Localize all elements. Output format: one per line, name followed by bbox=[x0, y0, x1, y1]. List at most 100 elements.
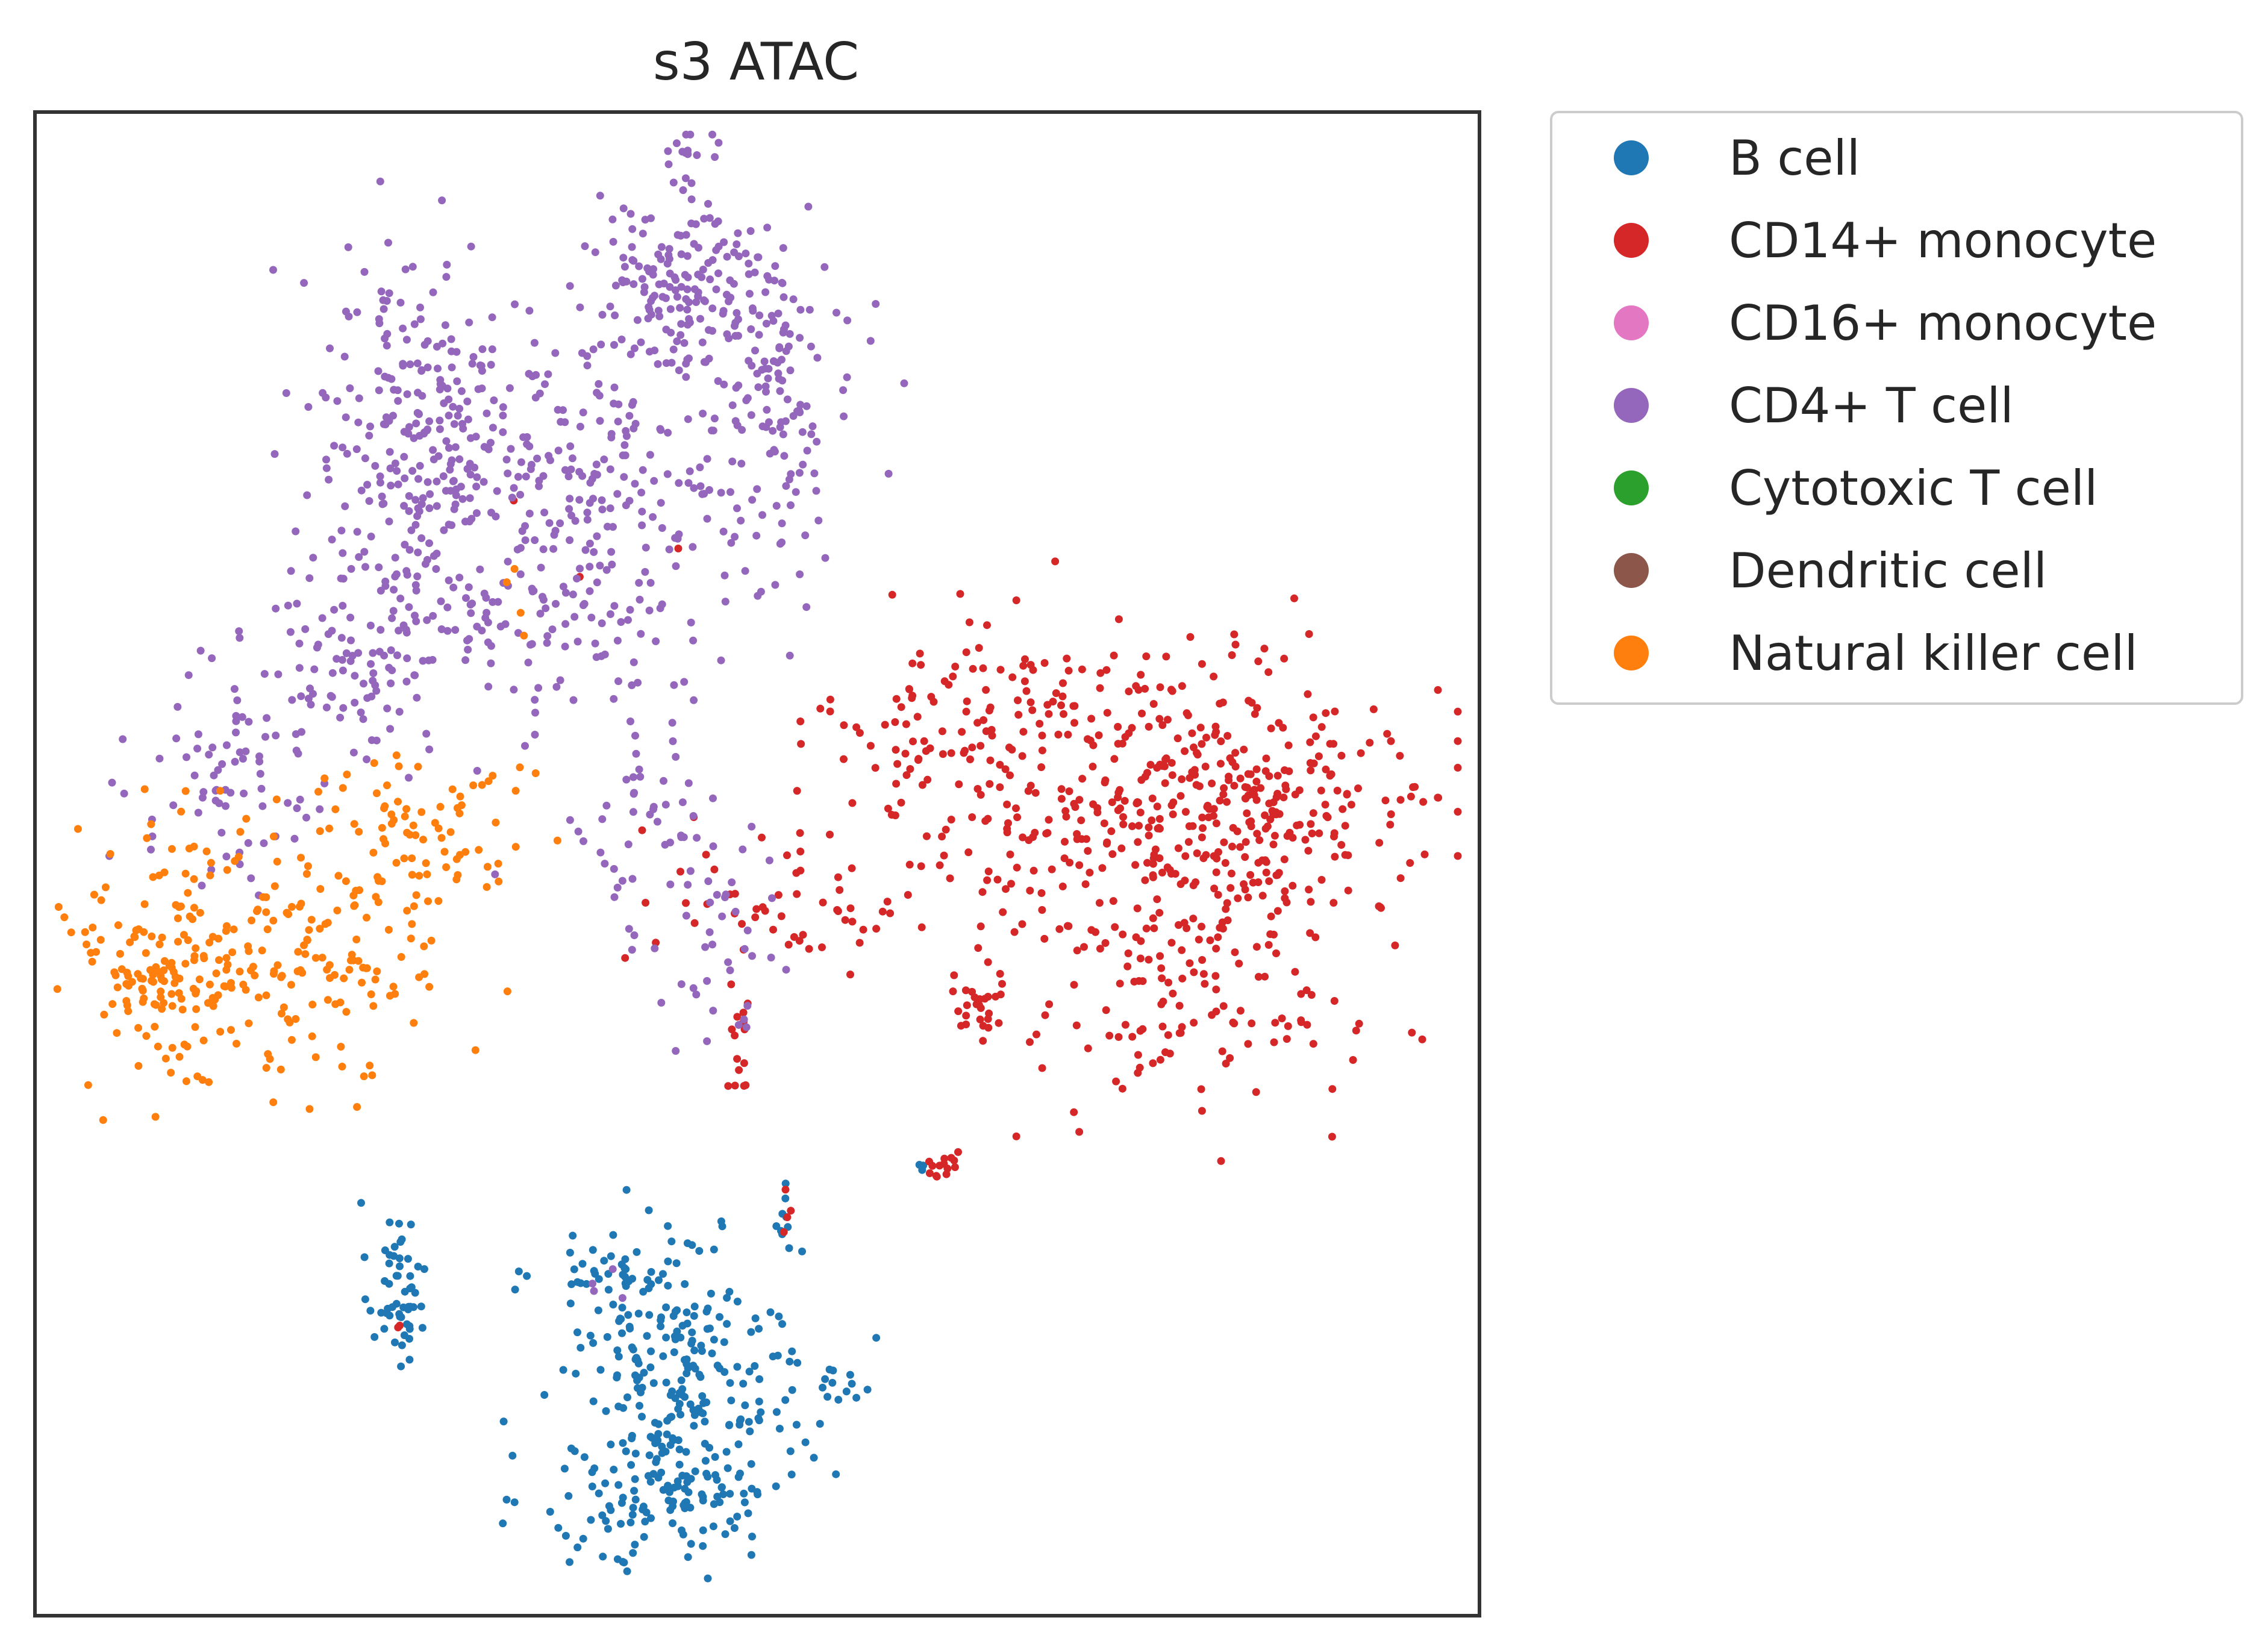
data-point bbox=[628, 875, 637, 883]
data-point bbox=[682, 899, 690, 907]
data-point bbox=[760, 357, 769, 366]
data-point bbox=[339, 443, 347, 452]
data-point bbox=[747, 411, 755, 419]
data-point bbox=[629, 1504, 637, 1512]
data-point bbox=[114, 921, 122, 930]
data-point bbox=[1291, 967, 1299, 976]
data-point bbox=[747, 1551, 755, 1559]
data-point bbox=[343, 770, 351, 779]
data-point bbox=[1157, 964, 1166, 972]
data-point bbox=[593, 532, 601, 540]
data-point bbox=[566, 1248, 574, 1257]
data-point bbox=[1386, 820, 1395, 829]
data-point bbox=[589, 1246, 597, 1254]
data-point bbox=[742, 396, 751, 404]
data-point bbox=[313, 643, 321, 652]
data-point bbox=[1230, 630, 1239, 639]
data-point bbox=[1096, 945, 1104, 953]
data-point bbox=[683, 1369, 691, 1378]
data-point bbox=[236, 748, 244, 757]
data-point bbox=[833, 308, 840, 317]
data-point bbox=[1114, 789, 1123, 797]
data-point bbox=[1322, 709, 1330, 717]
data-point bbox=[703, 514, 711, 523]
data-point bbox=[721, 1530, 729, 1539]
data-point bbox=[504, 469, 512, 478]
data-point bbox=[412, 586, 420, 595]
data-point bbox=[731, 907, 740, 916]
data-point bbox=[635, 1374, 643, 1382]
data-point bbox=[631, 419, 640, 428]
data-point bbox=[565, 505, 573, 513]
data-point bbox=[636, 595, 644, 604]
data-point bbox=[598, 619, 606, 628]
data-point bbox=[664, 1481, 672, 1490]
data-point bbox=[667, 1237, 676, 1246]
data-point bbox=[202, 847, 211, 855]
data-point bbox=[1262, 754, 1270, 763]
data-point bbox=[1031, 789, 1040, 797]
data-point bbox=[986, 756, 995, 764]
data-point bbox=[461, 656, 470, 664]
data-point bbox=[378, 492, 386, 501]
data-point bbox=[396, 1238, 405, 1246]
data-point bbox=[255, 752, 263, 760]
data-point bbox=[416, 315, 425, 323]
data-point bbox=[1089, 763, 1097, 770]
data-point bbox=[375, 386, 383, 395]
data-point bbox=[671, 286, 679, 295]
data-point bbox=[346, 657, 355, 665]
data-point bbox=[177, 807, 186, 816]
data-point bbox=[173, 702, 182, 711]
data-point bbox=[848, 799, 857, 807]
data-point bbox=[720, 380, 728, 389]
data-point bbox=[1018, 920, 1026, 928]
data-point bbox=[758, 422, 767, 431]
data-point bbox=[1019, 833, 1027, 842]
data-point bbox=[733, 1013, 742, 1021]
data-point bbox=[1309, 809, 1317, 817]
data-point bbox=[1339, 805, 1347, 813]
data-point bbox=[194, 808, 202, 817]
data-point bbox=[366, 1307, 375, 1315]
data-point bbox=[1101, 776, 1110, 784]
data-point bbox=[490, 396, 498, 404]
data-point bbox=[231, 857, 239, 865]
data-point bbox=[484, 638, 492, 646]
data-point bbox=[1314, 752, 1323, 760]
data-point bbox=[820, 263, 829, 271]
data-point bbox=[1012, 1132, 1020, 1140]
data-point bbox=[940, 1154, 949, 1163]
data-point bbox=[666, 1506, 675, 1514]
data-point bbox=[763, 405, 771, 414]
data-point bbox=[718, 1222, 726, 1231]
data-point bbox=[986, 703, 995, 711]
data-point bbox=[758, 511, 766, 519]
data-point bbox=[872, 925, 881, 933]
data-point bbox=[689, 812, 698, 820]
data-point bbox=[1376, 903, 1384, 911]
data-point bbox=[739, 1380, 748, 1388]
data-point bbox=[455, 574, 464, 582]
data-point bbox=[633, 1248, 641, 1256]
data-point bbox=[1153, 895, 1161, 904]
data-point bbox=[743, 1002, 752, 1010]
data-point bbox=[466, 434, 475, 442]
data-point bbox=[795, 469, 804, 477]
data-point bbox=[564, 472, 573, 481]
data-point bbox=[1012, 804, 1020, 813]
data-point bbox=[646, 579, 655, 587]
data-point bbox=[792, 1421, 801, 1429]
data-point bbox=[548, 625, 557, 634]
data-point bbox=[698, 338, 707, 346]
data-point bbox=[772, 502, 781, 510]
data-point bbox=[181, 869, 190, 878]
data-point bbox=[893, 760, 902, 768]
data-point bbox=[639, 1287, 648, 1296]
data-point bbox=[1311, 933, 1320, 942]
data-point bbox=[978, 888, 987, 896]
data-point bbox=[807, 342, 815, 351]
data-point bbox=[810, 469, 819, 478]
data-point bbox=[595, 392, 604, 400]
data-point bbox=[766, 1308, 775, 1316]
